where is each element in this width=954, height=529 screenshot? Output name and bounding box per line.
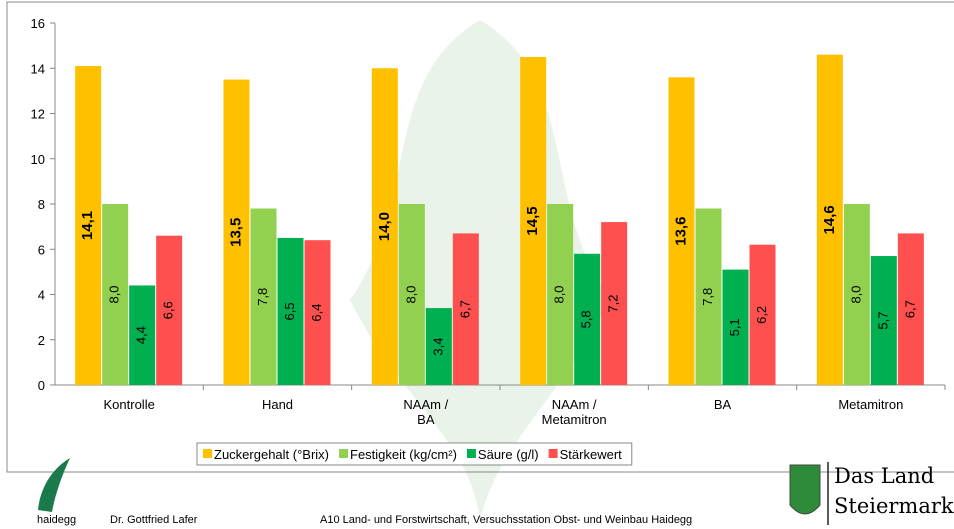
value-label: 5,7 xyxy=(875,311,890,329)
x-tick-label: BA xyxy=(653,397,793,412)
value-label: 14,6 xyxy=(821,205,838,234)
y-tick-label: 6 xyxy=(38,242,45,257)
value-label: 8,0 xyxy=(552,285,567,303)
value-label: 7,8 xyxy=(700,288,715,306)
legend-swatch xyxy=(467,449,476,458)
value-label: 6,4 xyxy=(309,304,324,322)
slide: haidegg Dr. Gottfried Lafer A10 Land- un… xyxy=(0,0,954,529)
y-tick-label: 16 xyxy=(31,16,45,31)
value-label: 5,1 xyxy=(727,318,742,336)
x-tick-label: NAAm / BA xyxy=(356,397,496,427)
value-label: 5,8 xyxy=(579,310,594,328)
y-tick-label: 8 xyxy=(38,197,45,212)
legend: Zuckergehalt (°Brix) Festigkeit (kg/cm²) S… xyxy=(197,443,632,465)
legend-label: Säure (g/l) xyxy=(478,447,539,462)
value-label: 7,8 xyxy=(255,288,270,306)
value-label: 8,0 xyxy=(107,285,122,303)
value-label: 8,0 xyxy=(848,285,863,303)
value-label: 8,0 xyxy=(403,285,418,303)
y-tick-label: 10 xyxy=(31,152,45,167)
value-label: 6,2 xyxy=(754,306,769,324)
value-label: 6,7 xyxy=(457,300,472,318)
legend-label: Festigkeit (kg/cm²) xyxy=(350,447,457,462)
brand-line2: Steiermark xyxy=(834,494,954,518)
x-tick-label: NAAm / Metamitron xyxy=(504,397,644,427)
value-label: 7,2 xyxy=(606,295,621,313)
value-label: 13,5 xyxy=(227,218,244,247)
value-label: 6,7 xyxy=(902,300,917,318)
chart: haidegg Dr. Gottfried Lafer A10 Land- un… xyxy=(0,0,954,529)
value-label: 3,4 xyxy=(430,337,445,355)
coat-of-arms xyxy=(790,465,820,514)
value-label: 4,4 xyxy=(134,326,149,344)
y-tick-label: 2 xyxy=(38,333,45,348)
legend-swatch xyxy=(549,449,558,458)
value-label: 14,5 xyxy=(524,206,541,235)
y-tick-label: 4 xyxy=(38,288,45,303)
x-tick-label: Kontrolle xyxy=(59,397,199,412)
value-label: 14,0 xyxy=(376,212,393,241)
brand-line1: Das Land xyxy=(834,464,934,488)
footer-institution: A10 Land- und Forstwirtschaft, Versuchss… xyxy=(320,514,692,526)
y-tick-label: 14 xyxy=(31,61,45,76)
legend-label: Stärkewert xyxy=(560,447,623,462)
value-label: 6,5 xyxy=(282,302,297,320)
legend-label: Zuckergehalt (°Brix) xyxy=(214,447,329,462)
footer-logo: haidegg xyxy=(37,514,76,526)
x-tick-label: Hand xyxy=(208,397,348,412)
value-label: 13,6 xyxy=(672,217,689,246)
x-tick-label: Metamitron xyxy=(801,397,941,412)
y-tick-label: 0 xyxy=(38,378,45,393)
value-label: 14,1 xyxy=(79,211,96,240)
legend-swatch xyxy=(203,449,212,458)
logo-leaf xyxy=(38,458,70,512)
y-tick-label: 12 xyxy=(31,107,45,122)
value-label: 6,6 xyxy=(161,301,176,319)
footer-author: Dr. Gottfried Lafer xyxy=(110,514,198,526)
legend-swatch xyxy=(339,449,348,458)
